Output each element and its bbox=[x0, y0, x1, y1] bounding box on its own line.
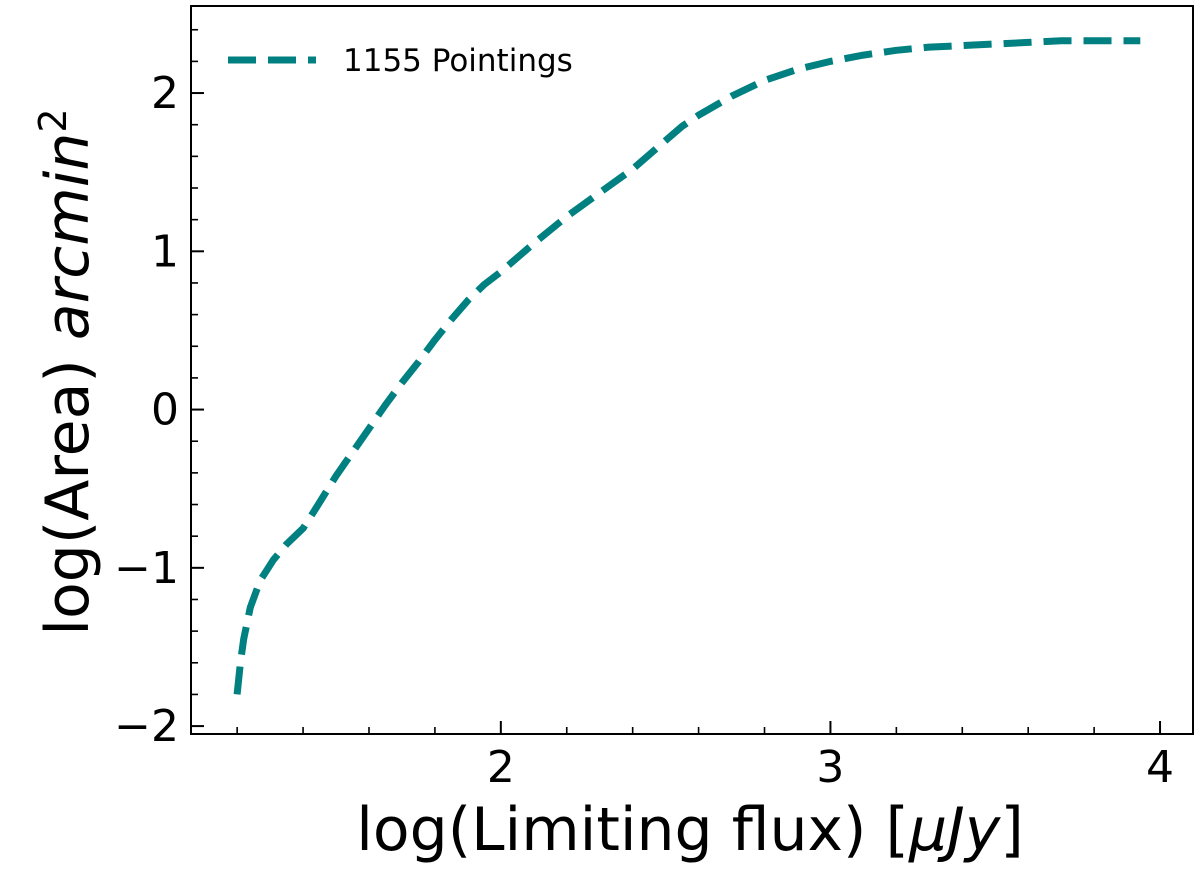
series-line bbox=[233, 37, 1141, 695]
x-axis-label: log(Limiting flux) [μJy] bbox=[356, 795, 1024, 865]
y-tick-label: 0 bbox=[151, 385, 179, 436]
x-tick-label: 2 bbox=[487, 742, 515, 793]
minor-ticks bbox=[191, 28, 1095, 734]
x-tick-label: 4 bbox=[1146, 742, 1174, 793]
y-axis-label: log(Area) arcmin2 bbox=[31, 108, 103, 635]
legend-label: 1155 Pointings bbox=[343, 43, 573, 79]
plot-frame bbox=[190, 5, 1194, 735]
major-ticks: 2 3 4 −2 −1 0 1 2 bbox=[114, 68, 1174, 793]
legend: 1155 Pointings bbox=[228, 43, 573, 79]
y-tick-label: −1 bbox=[114, 543, 179, 594]
y-tick-label: −2 bbox=[114, 701, 179, 752]
y-tick-label: 2 bbox=[151, 68, 179, 119]
series-layer bbox=[233, 37, 1141, 695]
x-tick-label: 3 bbox=[816, 742, 844, 793]
y-tick-label: 1 bbox=[151, 226, 179, 277]
